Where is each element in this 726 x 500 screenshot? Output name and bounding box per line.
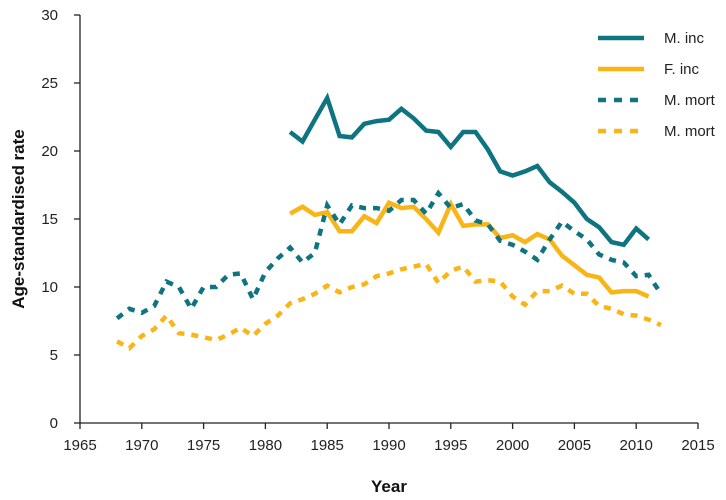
series-line-4	[116, 261, 662, 351]
y-tick-label: 0	[50, 415, 58, 432]
y-tick-label: 5	[50, 347, 58, 364]
axes	[79, 15, 698, 424]
series-line-2	[289, 198, 650, 299]
x-tick-label: 1970	[125, 437, 158, 454]
y-tick-label: 15	[41, 211, 58, 228]
x-tick-label: 1965	[63, 437, 96, 454]
y-tick-label: 20	[41, 143, 58, 160]
y-tick-label: 25	[41, 75, 58, 92]
legend-label: M. mort	[664, 123, 716, 140]
x-tick-label: 2000	[496, 437, 529, 454]
x-tick-label: 1995	[434, 437, 467, 454]
x-tick-label: 1990	[372, 437, 405, 454]
x-axis-title: Year	[371, 477, 407, 496]
x-tick-label: 2010	[620, 437, 653, 454]
legend-label: M. mort	[664, 92, 716, 109]
y-ticks: 0 5 10 15 20 25 30	[41, 7, 80, 432]
x-tick-label: 2005	[558, 437, 591, 454]
x-tick-label: 1975	[187, 437, 220, 454]
x-tick-label: 2015	[681, 437, 714, 454]
y-tick-label: 30	[41, 7, 58, 24]
y-tick-label: 10	[41, 279, 58, 296]
series-group	[115, 92, 663, 351]
series-line-3	[115, 189, 663, 321]
legend: M. inc F. inc M. mort M. mort	[598, 30, 716, 140]
legend-label: M. inc	[664, 30, 705, 47]
legend-label: F. inc	[664, 61, 700, 78]
series-line-1	[288, 92, 651, 248]
x-tick-label: 1980	[249, 437, 282, 454]
y-axis-title: Age-standardised rate	[9, 129, 28, 309]
x-ticks: 1965 1970 1975 1980 1985 1990 1995 2000 2005 2010…	[63, 423, 715, 454]
x-tick-label: 1985	[311, 437, 344, 454]
